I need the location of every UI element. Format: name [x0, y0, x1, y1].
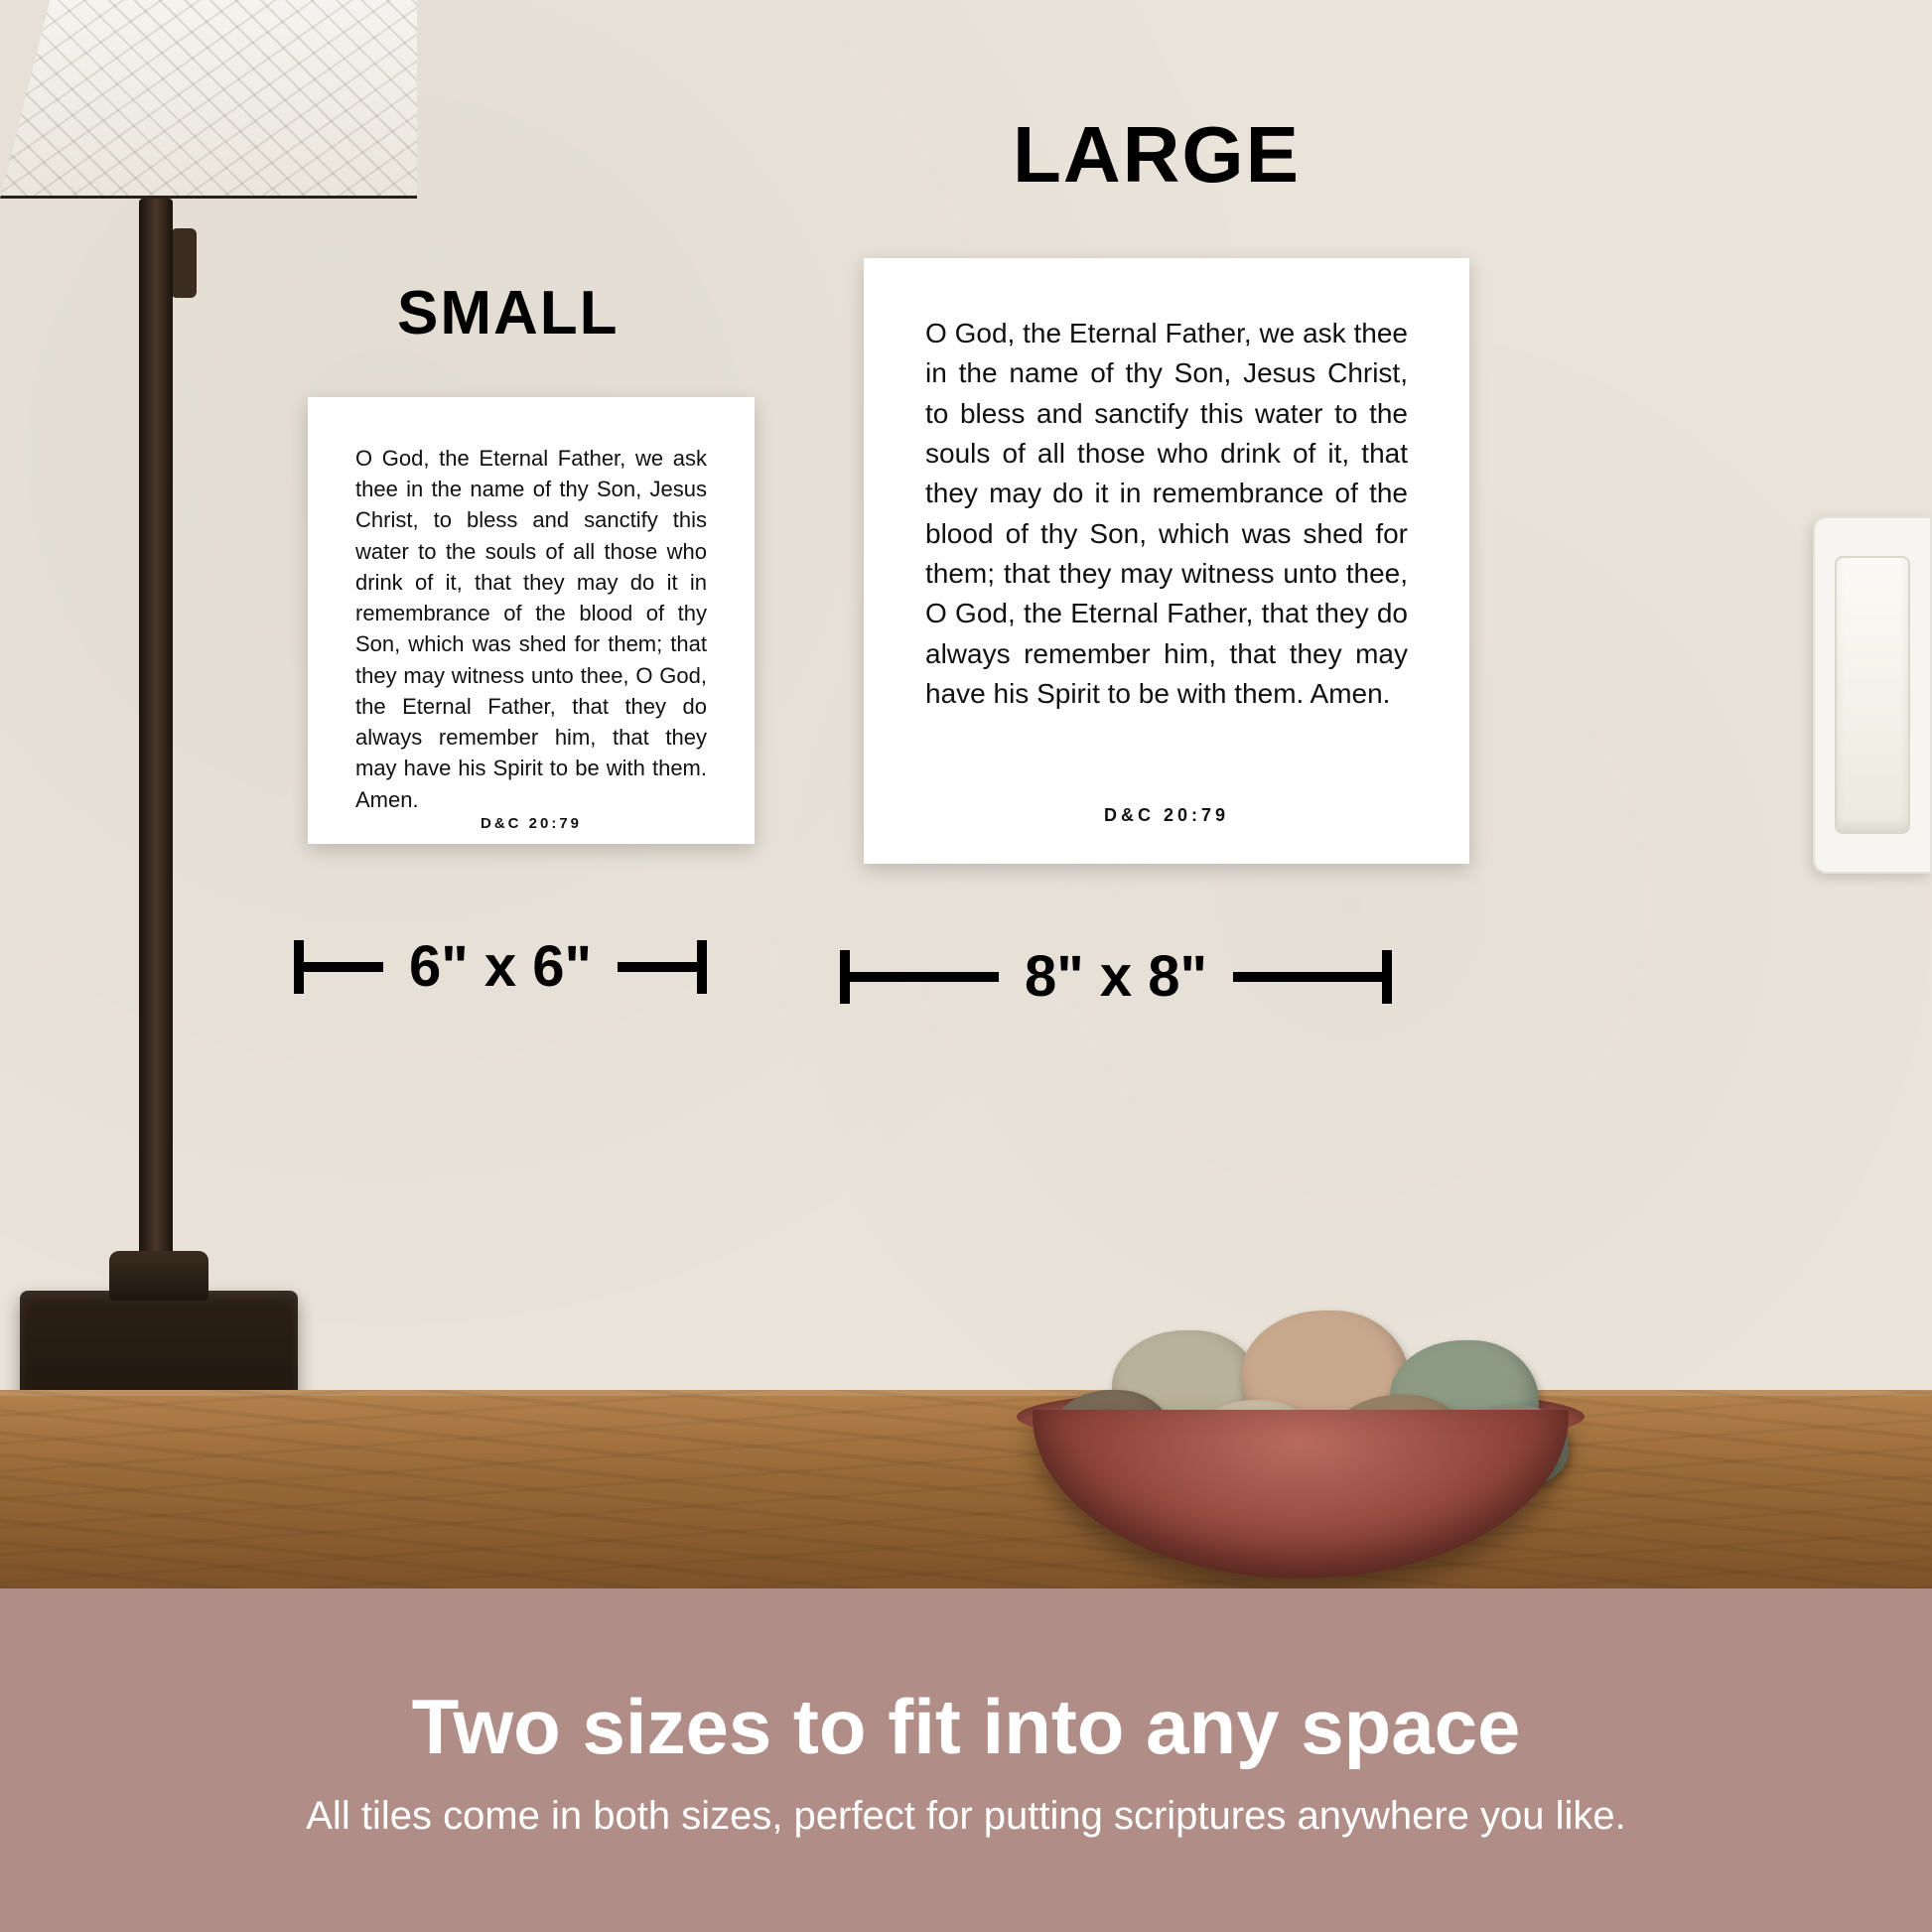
- dimension-label-small: 6" x 6": [383, 933, 618, 1000]
- dim-bar-left: [304, 962, 383, 972]
- dim-bar-right: [1233, 972, 1382, 982]
- dimension-indicator-large: 8" x 8": [840, 943, 1495, 1010]
- tile-small-reference: D&C 20:79: [481, 815, 582, 832]
- dimension-indicator-small: 6" x 6": [294, 933, 770, 1000]
- dim-cap-right: [697, 940, 707, 994]
- dim-bar-left: [850, 972, 999, 982]
- dim-cap-left: [294, 940, 304, 994]
- dimension-label-large: 8" x 8": [999, 943, 1233, 1010]
- size-label-small: SMALL: [397, 278, 620, 348]
- dim-cap-right: [1382, 950, 1392, 1004]
- table-surface: [0, 1390, 1932, 1588]
- wall-switch-rocker: [1835, 556, 1910, 834]
- dim-bar-right: [618, 962, 697, 972]
- tile-large-body: O God, the Eternal Father, we ask thee i…: [925, 314, 1408, 714]
- tile-large: O God, the Eternal Father, we ask thee i…: [864, 258, 1469, 864]
- caption-title: Two sizes to fit into any space: [412, 1682, 1521, 1772]
- lamp-pole: [139, 199, 173, 1291]
- product-scene: SMALL LARGE O God, the Eternal Father, w…: [0, 0, 1932, 1932]
- lampshade: [0, 0, 417, 199]
- tile-large-reference: D&C 20:79: [1104, 805, 1229, 826]
- tile-small-body: O God, the Eternal Father, we ask thee i…: [355, 443, 707, 815]
- size-label-large: LARGE: [1013, 109, 1301, 201]
- tile-small: O God, the Eternal Father, we ask thee i…: [308, 397, 755, 844]
- decor-bowl: [993, 1291, 1608, 1588]
- caption-subtitle: All tiles come in both sizes, perfect fo…: [306, 1794, 1626, 1839]
- lamp-switch-knob: [171, 228, 197, 298]
- dim-cap-left: [840, 950, 850, 1004]
- bowl-body: [1033, 1410, 1569, 1579]
- wall-switch-plate: [1813, 516, 1932, 874]
- caption-bar: Two sizes to fit into any space All tile…: [0, 1588, 1932, 1932]
